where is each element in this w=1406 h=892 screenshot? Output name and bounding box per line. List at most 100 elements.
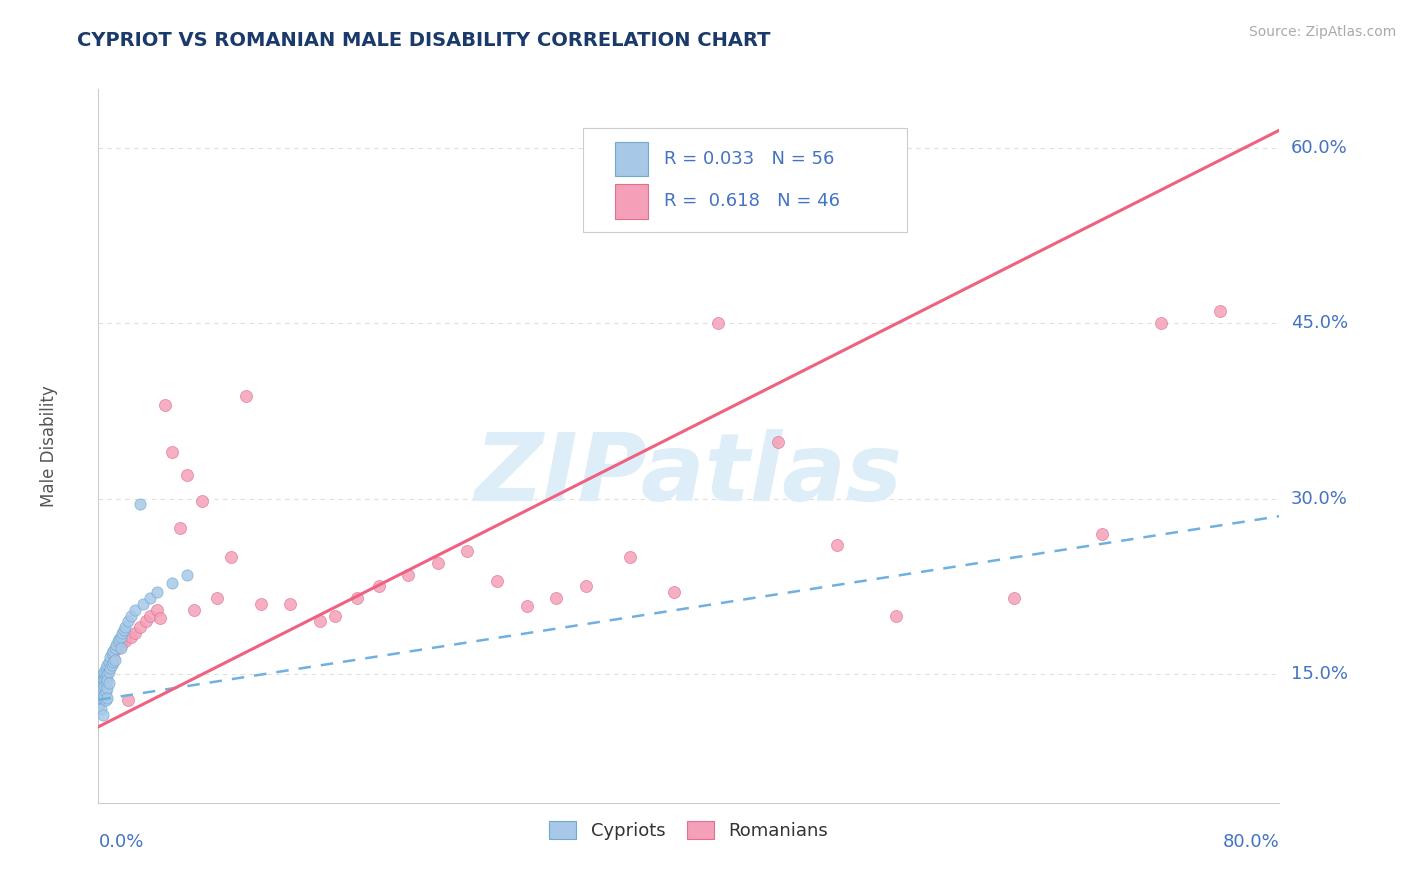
- Text: CYPRIOT VS ROMANIAN MALE DISABILITY CORRELATION CHART: CYPRIOT VS ROMANIAN MALE DISABILITY CORR…: [77, 31, 770, 50]
- Text: Source: ZipAtlas.com: Source: ZipAtlas.com: [1249, 25, 1396, 39]
- Point: [323, 608, 346, 623]
- Point: [575, 579, 598, 593]
- Text: 30.0%: 30.0%: [1291, 490, 1347, 508]
- Text: R = 0.033   N = 56: R = 0.033 N = 56: [664, 150, 835, 168]
- Point: [546, 591, 568, 605]
- Text: Male Disability: Male Disability: [39, 385, 58, 507]
- Point: [94, 684, 117, 698]
- Point: [94, 676, 117, 690]
- Point: [221, 550, 243, 565]
- Bar: [614, 142, 648, 176]
- Point: [427, 556, 450, 570]
- Point: [117, 693, 139, 707]
- Point: [139, 591, 162, 605]
- Text: ZIPatlas: ZIPatlas: [475, 428, 903, 521]
- Point: [103, 644, 125, 658]
- Point: [664, 585, 686, 599]
- Point: [825, 538, 848, 552]
- Point: [124, 626, 146, 640]
- Text: R =  0.618   N = 46: R = 0.618 N = 46: [664, 193, 841, 211]
- Point: [90, 679, 112, 693]
- Point: [94, 661, 117, 675]
- Point: [97, 665, 120, 679]
- Point: [96, 681, 118, 695]
- Point: [176, 567, 198, 582]
- Point: [96, 690, 118, 705]
- Point: [94, 669, 117, 683]
- Point: [103, 656, 125, 670]
- Point: [91, 690, 114, 705]
- Point: [1091, 526, 1114, 541]
- Point: [135, 615, 157, 629]
- Point: [100, 646, 122, 660]
- Point: [96, 673, 118, 687]
- Point: [104, 641, 127, 656]
- Point: [619, 550, 641, 565]
- Point: [91, 681, 114, 695]
- Point: [97, 656, 120, 670]
- Text: 15.0%: 15.0%: [1291, 665, 1347, 683]
- Text: 80.0%: 80.0%: [1223, 833, 1279, 851]
- Point: [96, 657, 118, 672]
- Point: [97, 676, 120, 690]
- Point: [114, 634, 136, 648]
- Point: [235, 389, 257, 403]
- Point: [89, 684, 111, 698]
- Point: [176, 468, 198, 483]
- Point: [191, 494, 214, 508]
- Point: [105, 638, 128, 652]
- Point: [110, 630, 132, 644]
- Point: [884, 608, 907, 623]
- Point: [149, 611, 172, 625]
- Text: 60.0%: 60.0%: [1291, 138, 1347, 157]
- Point: [90, 702, 112, 716]
- Point: [90, 690, 112, 705]
- Point: [100, 657, 122, 672]
- Point: [162, 445, 183, 459]
- Point: [1150, 316, 1173, 330]
- Point: [90, 669, 112, 683]
- Point: [128, 498, 150, 512]
- Point: [280, 597, 302, 611]
- Point: [94, 693, 117, 707]
- Point: [162, 575, 183, 590]
- Point: [486, 574, 509, 588]
- Point: [398, 567, 420, 582]
- Point: [146, 603, 169, 617]
- Point: [89, 690, 111, 705]
- Point: [124, 603, 146, 617]
- Point: [96, 667, 118, 681]
- Point: [98, 661, 121, 675]
- Point: [108, 632, 131, 646]
- Point: [128, 620, 150, 634]
- Point: [516, 599, 538, 614]
- Point: [139, 608, 162, 623]
- Point: [1209, 304, 1232, 318]
- Point: [91, 673, 114, 687]
- Point: [1002, 591, 1025, 605]
- Point: [120, 608, 142, 623]
- Point: [368, 579, 391, 593]
- Point: [111, 626, 134, 640]
- Point: [98, 649, 121, 664]
- Point: [91, 708, 114, 723]
- Point: [107, 634, 129, 648]
- Point: [93, 665, 115, 679]
- Point: [103, 649, 125, 664]
- FancyBboxPatch shape: [582, 128, 907, 232]
- Point: [93, 679, 115, 693]
- Point: [169, 521, 191, 535]
- Point: [97, 657, 120, 672]
- Text: 45.0%: 45.0%: [1291, 314, 1348, 332]
- Point: [89, 673, 111, 687]
- Point: [120, 630, 142, 644]
- Point: [110, 638, 132, 652]
- Point: [153, 398, 176, 412]
- Point: [117, 615, 139, 629]
- Bar: [614, 185, 648, 219]
- Point: [346, 591, 368, 605]
- Point: [110, 641, 132, 656]
- Point: [94, 669, 117, 683]
- Point: [112, 623, 135, 637]
- Point: [132, 597, 155, 611]
